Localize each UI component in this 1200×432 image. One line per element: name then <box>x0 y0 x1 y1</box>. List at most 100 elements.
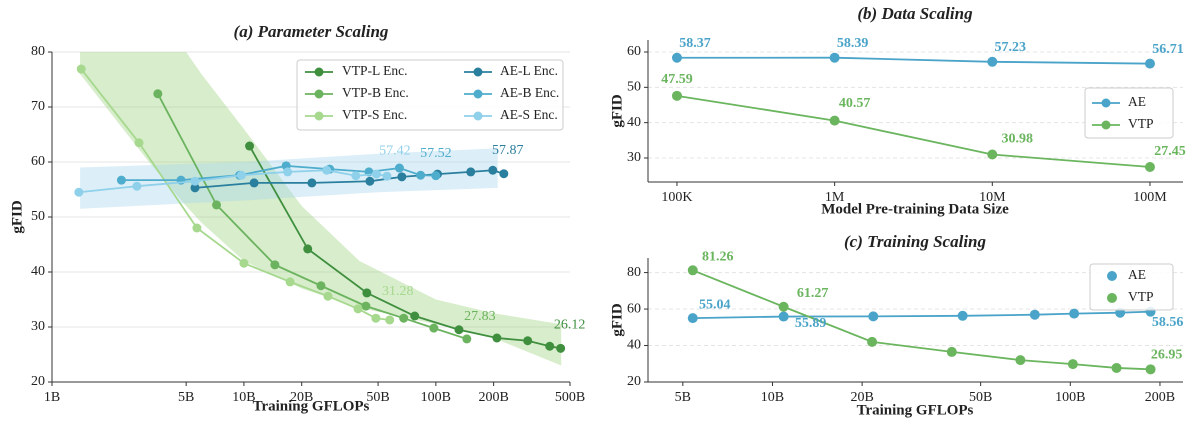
confidence-band <box>80 52 562 366</box>
data-point <box>987 56 998 67</box>
data-point <box>249 178 259 188</box>
y-tick-label: 80 <box>31 44 45 59</box>
data-point <box>829 52 840 63</box>
data-point <box>212 200 222 210</box>
panel: 30 40 50 60 100K 1M 10M 100M (b) Data Scaling Mod… <box>609 4 1185 218</box>
legend-marker <box>473 89 483 99</box>
data-label: 57.42 <box>379 143 411 158</box>
legend-label: AE <box>1128 94 1146 109</box>
data-point <box>192 223 202 233</box>
y-tick-label: 40 <box>31 264 45 279</box>
data-label: 81.26 <box>702 250 734 265</box>
y-tick-label: 80 <box>627 265 641 280</box>
data-point <box>499 169 509 179</box>
legend-marker <box>314 89 324 99</box>
data-point <box>236 170 246 180</box>
series-line <box>692 310 1151 320</box>
x-tick-label: 10M <box>979 190 1006 205</box>
legend-marker <box>1107 293 1117 303</box>
data-label: 40.57 <box>839 96 871 111</box>
data-label: 27.83 <box>464 309 496 324</box>
legend-marker <box>314 67 324 77</box>
legend-label: VTP-S Enc. <box>342 107 407 122</box>
data-label: 55.04 <box>699 297 731 312</box>
data-point <box>778 311 789 322</box>
y-tick-label: 40 <box>627 338 641 353</box>
data-label: 57.23 <box>995 40 1027 55</box>
series-line <box>676 94 1151 168</box>
legend-marker <box>1101 120 1111 130</box>
legend: VTP-L Enc. VTP-B Enc. VTP-S Enc. AE-L Enc. A… <box>296 59 564 131</box>
data-label: 58.56 <box>1152 315 1184 330</box>
legend-label: AE-L Enc. <box>500 63 558 78</box>
data-point <box>134 138 144 148</box>
legend-label: AE-B Enc. <box>500 85 559 100</box>
data-label: 56.71 <box>1152 42 1184 57</box>
x-tick-label: 10B <box>761 390 784 405</box>
data-point <box>190 176 200 186</box>
data-point <box>431 171 441 181</box>
data-point <box>410 311 420 321</box>
data-label: 47.59 <box>661 72 693 87</box>
data-label: 57.87 <box>492 143 524 158</box>
series-line <box>676 56 1150 65</box>
y-tick-label: 30 <box>627 150 641 165</box>
x-tick-label: 100B <box>1055 390 1085 405</box>
legend-marker <box>473 67 483 77</box>
y-tick-label: 60 <box>627 44 641 59</box>
x-tick-label: 10B <box>232 390 255 405</box>
data-point <box>116 175 126 185</box>
legend-marker <box>1101 98 1111 108</box>
data-point <box>1144 58 1155 69</box>
legend-label: VTP <box>1128 116 1154 131</box>
data-point <box>190 183 200 193</box>
y-tick-label: 30 <box>31 319 45 334</box>
legend: AE VTP <box>1084 87 1174 139</box>
data-point <box>307 178 317 188</box>
data-label: 58.39 <box>837 36 869 51</box>
chart-title: (a) Parameter Scaling <box>234 22 389 41</box>
data-point <box>488 165 498 175</box>
data-point <box>556 343 566 353</box>
legend-marker <box>473 111 483 121</box>
data-point <box>1144 161 1155 172</box>
y-tick-label: 50 <box>31 209 45 224</box>
legend-label: VTP-L Enc. <box>342 63 407 78</box>
data-point <box>323 291 333 301</box>
legend-label: AE-S Enc. <box>500 107 558 122</box>
data-point <box>1029 309 1040 320</box>
x-axis-label: Model Pre-training Data Size <box>821 201 1009 217</box>
data-point <box>371 313 381 323</box>
data-point <box>957 310 968 321</box>
x-tick-label: 20B <box>290 390 313 405</box>
data-point <box>353 304 363 314</box>
series-line <box>692 269 1151 371</box>
data-label: 31.28 <box>382 284 414 299</box>
series-line <box>157 93 468 340</box>
y-axis-label: gFID <box>609 303 625 337</box>
data-point <box>1069 308 1080 319</box>
y-axis-label: gFID <box>609 94 625 128</box>
data-point <box>671 52 682 63</box>
data-label: 55.89 <box>795 316 827 331</box>
panel: 20 30 40 50 60 70 80 1B 5B 10B 20B 50B 100B 200B 500B (… <box>9 22 585 415</box>
data-point <box>454 325 464 335</box>
x-tick-label: 1M <box>825 190 845 205</box>
data-point <box>462 334 472 344</box>
plot-area <box>687 265 1156 375</box>
data-point <box>416 170 426 180</box>
y-tick-label: 50 <box>627 80 641 95</box>
y-tick-label: 60 <box>31 154 45 169</box>
x-tick-label: 100B <box>421 390 451 405</box>
panel: 20 40 60 80 5B 10B 20B 50B 100B 200B (c) Training … <box>609 232 1183 419</box>
data-point <box>397 172 407 182</box>
data-point <box>1067 359 1078 370</box>
data-point <box>1145 364 1156 375</box>
data-point <box>316 281 326 291</box>
data-point <box>239 258 249 268</box>
data-point <box>687 265 698 276</box>
data-point <box>868 311 879 322</box>
x-tick-label: 200B <box>1145 390 1175 405</box>
plot-area <box>74 52 566 366</box>
